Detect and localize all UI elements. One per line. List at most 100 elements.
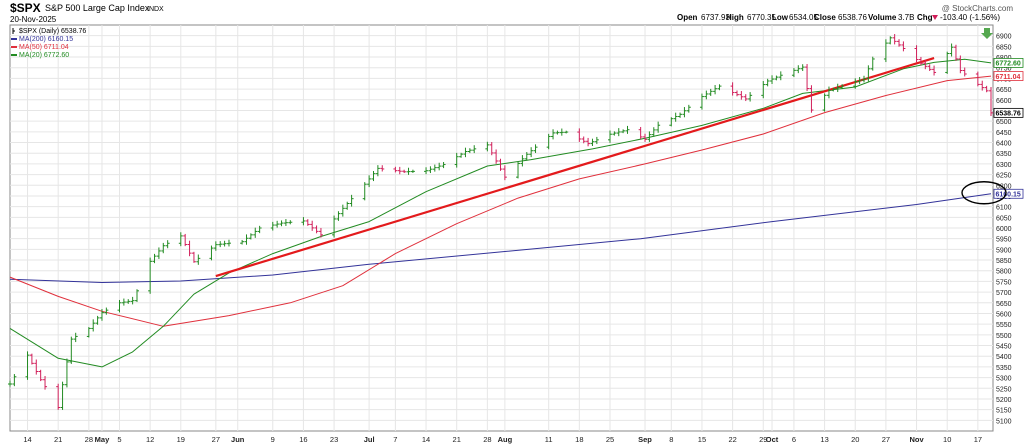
price-tag-box [993, 107, 1024, 118]
y-tick-label: 6500 [996, 119, 1012, 126]
price-bar [586, 137, 591, 147]
chart-date: 20-Nov-2025 [10, 15, 57, 24]
price-bar [638, 126, 643, 140]
price-bar [840, 84, 845, 90]
price-bar [410, 169, 415, 173]
y-tick-label: 6100 [996, 205, 1012, 212]
price-bar [222, 240, 227, 247]
price-bar [130, 296, 135, 305]
price-bar [104, 307, 109, 315]
y-tick-label: 5750 [996, 279, 1012, 286]
price-bar [437, 162, 442, 171]
price-bar [432, 164, 437, 172]
price-bar [95, 315, 100, 325]
price-bar [682, 107, 687, 118]
y-tick-label: 6050 [996, 215, 1012, 222]
price-bar [318, 227, 323, 238]
y-tick-label: 5350 [996, 365, 1012, 372]
y-tick-label: 5300 [996, 376, 1012, 383]
low-value: 6534.05 [789, 13, 818, 22]
price-bar [43, 375, 48, 390]
x-tick-label: 25 [606, 435, 614, 444]
x-tick-label: 29 [759, 435, 767, 444]
price-bar [424, 167, 429, 175]
price-tag: 6711.04 [993, 71, 1024, 81]
x-tick-label: Jul [364, 435, 375, 444]
price-bar [99, 308, 104, 321]
price-bar [60, 381, 65, 410]
price-bar [805, 64, 810, 92]
y-axis: 5100 5150 5200 5250 5300 5350 5400 5450 5500 5550… [996, 34, 1012, 426]
price-bar [551, 129, 556, 140]
price-bar [218, 241, 223, 248]
y-tick-label: 5950 [996, 237, 1012, 244]
legend-label: MA(200) 6160.15 [19, 36, 73, 43]
volume-value: 3.7B [898, 13, 914, 22]
price-bar [380, 165, 385, 172]
price-bar [494, 149, 499, 164]
y-tick-label: 5550 [996, 322, 1012, 329]
x-tick-label: 8 [669, 435, 673, 444]
price-bar [375, 165, 380, 177]
x-tick-label: Sep [638, 435, 652, 444]
price-bar [835, 83, 840, 93]
price-bar [56, 383, 61, 410]
y-tick-label: 5150 [996, 408, 1012, 415]
price-bar [980, 80, 985, 91]
price-bar [765, 78, 770, 87]
price-bar [345, 201, 350, 210]
x-tick-label: 28 [85, 435, 93, 444]
price-bar [402, 169, 407, 174]
price-bar [647, 131, 652, 142]
x-tick-label: 10 [943, 435, 951, 444]
price-tag-text: 6772.60 [996, 61, 1021, 68]
price-bar [406, 167, 411, 175]
y-tick-label: 6350 [996, 151, 1012, 158]
x-tick-label: 18 [575, 435, 583, 444]
price-bar [975, 71, 980, 87]
y-tick-label: 6450 [996, 130, 1012, 137]
price-tags: 6772.60 6711.04 6538.76 6160.15 [993, 58, 1024, 199]
y-tick-label: 5450 [996, 344, 1012, 351]
price-bar [616, 128, 621, 137]
down-arrow-icon [981, 28, 993, 39]
price-bar [625, 125, 630, 134]
price-bar [748, 92, 753, 102]
price-bar [187, 240, 192, 257]
x-tick-label: 11 [545, 435, 553, 444]
price-bar [717, 84, 722, 91]
price-bar [555, 130, 560, 135]
y-tick-label: 5500 [996, 333, 1012, 340]
legend-label: MA(20) 6772.60 [19, 52, 69, 59]
price-bar [949, 43, 954, 57]
price-bar [822, 93, 827, 112]
x-tick-label: 21 [54, 435, 62, 444]
ma20-path [9, 58, 992, 368]
price-bar [826, 86, 831, 99]
price-bar [520, 155, 525, 167]
price-bar [91, 319, 96, 332]
price-bar [770, 75, 775, 85]
annotations [961, 28, 1007, 205]
chg-value: -103.40 (-1.56%) [940, 13, 1000, 22]
high-value: 6770.35 [747, 13, 776, 22]
price-tag-text: 6711.04 [996, 74, 1021, 81]
copyright: @ StockCharts.com [942, 4, 1014, 13]
price-bar [984, 85, 989, 93]
price-bar [498, 158, 503, 171]
x-tick-label: 12 [146, 435, 154, 444]
price-bar [156, 247, 161, 259]
exchange-label: INDX [147, 6, 164, 13]
y-tick-label: 5600 [996, 311, 1012, 318]
price-bar [708, 88, 713, 96]
y-tick-label: 6600 [996, 98, 1012, 105]
price-bar [305, 219, 310, 226]
close-label: Close [814, 13, 836, 22]
price-bar [857, 77, 862, 85]
y-tick-label: 6400 [996, 141, 1012, 148]
price-bar [888, 36, 893, 45]
price-bar [270, 221, 275, 231]
price-bar [927, 64, 932, 72]
price-bar [314, 225, 319, 234]
price-tag: 6772.60 [993, 58, 1024, 68]
